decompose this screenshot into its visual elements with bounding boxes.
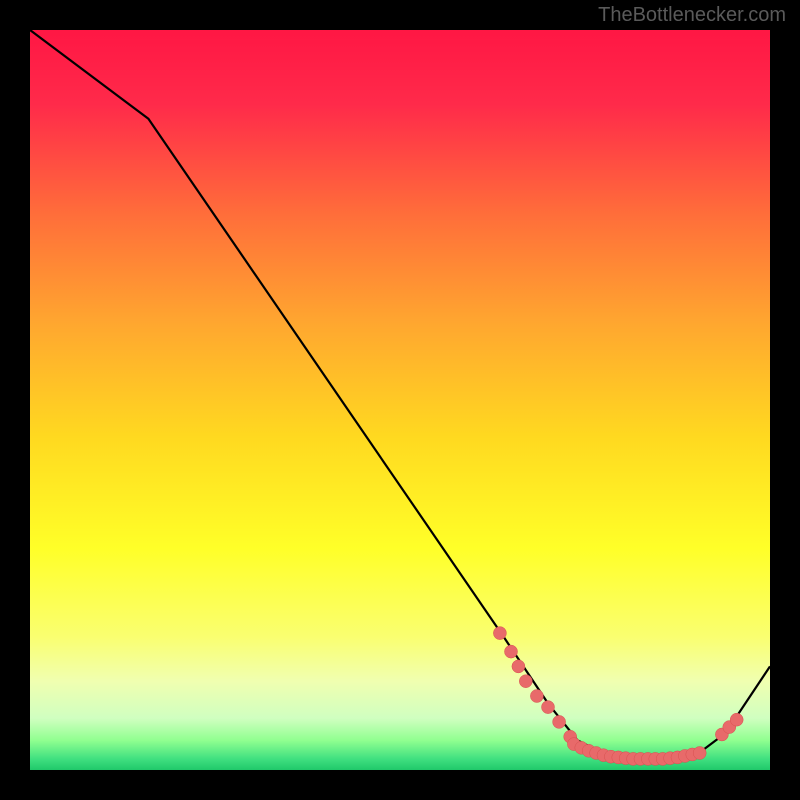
chart-background — [30, 30, 770, 770]
chart-marker — [519, 675, 532, 688]
chart-marker — [512, 660, 525, 673]
watermark-text: TheBottlenecker.com — [598, 4, 786, 27]
chart-marker — [493, 627, 506, 640]
chart-marker — [505, 645, 518, 658]
chart-marker — [553, 715, 566, 728]
chart-plot-area — [30, 30, 770, 770]
chart-marker — [693, 746, 706, 759]
chart-marker — [542, 701, 555, 714]
chart-marker — [530, 690, 543, 703]
chart-svg — [30, 30, 770, 770]
chart-marker — [730, 713, 743, 726]
